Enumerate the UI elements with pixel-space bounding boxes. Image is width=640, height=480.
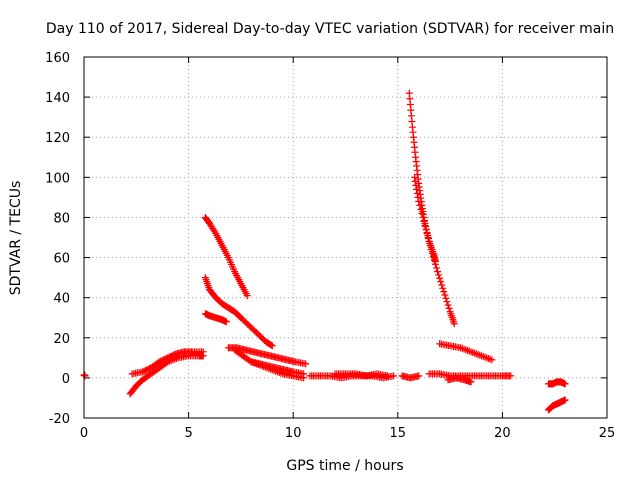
x-tick-label: 0 <box>80 426 88 441</box>
data-point <box>411 173 419 181</box>
x-tick-label: 15 <box>390 426 407 441</box>
data-point <box>418 209 426 217</box>
data-point <box>443 298 451 306</box>
data-point <box>416 201 424 209</box>
series-arc-11 <box>544 378 569 388</box>
series-arc-flat-4 <box>425 370 515 380</box>
series-arc-1-high <box>128 348 207 378</box>
data-point <box>81 372 89 380</box>
data-point <box>417 205 425 213</box>
data-point <box>439 284 447 292</box>
data-point <box>390 372 398 380</box>
data-point <box>427 246 435 254</box>
data-point <box>412 181 420 189</box>
y-tick-label: 20 <box>53 332 70 347</box>
data-point <box>444 301 452 309</box>
data-point <box>431 260 439 268</box>
data-point <box>442 294 450 302</box>
series-arc-8-peak <box>405 89 439 266</box>
data-point <box>415 372 423 380</box>
series-arc-flat-5 <box>444 374 475 386</box>
data-point <box>433 264 441 272</box>
data-point <box>429 253 437 261</box>
data-point <box>268 342 276 350</box>
data-point <box>420 217 428 225</box>
data-point <box>419 213 427 221</box>
data-point <box>440 288 448 296</box>
series-arc-10 <box>436 340 496 364</box>
axis-ticks: 0 5 10 15 20 25 -20 0 20 40 60 80 100 120 140 160 <box>45 51 615 441</box>
data-point <box>441 291 449 299</box>
data-point <box>430 257 438 265</box>
data-point <box>267 341 275 349</box>
data-point <box>222 318 230 326</box>
data-point <box>199 348 207 356</box>
data-point <box>421 221 429 229</box>
chart-title: Day 110 of 2017, Sidereal Day-to-day VTE… <box>46 21 614 37</box>
data-point <box>488 356 496 364</box>
data-point <box>411 177 419 185</box>
data-point <box>422 225 430 233</box>
data-point <box>467 378 475 386</box>
series-arc-3 <box>201 274 276 350</box>
x-tick-label: 25 <box>599 426 616 441</box>
series-arc-4 <box>201 310 230 326</box>
data-point <box>561 380 569 388</box>
y-tick-label: 100 <box>45 171 70 186</box>
data-point <box>414 193 422 201</box>
y-tick-label: 60 <box>53 252 70 267</box>
data-points <box>80 89 569 414</box>
data-point <box>437 278 445 286</box>
series-arc-12 <box>544 396 569 414</box>
data-point <box>445 304 453 312</box>
data-point <box>302 360 310 368</box>
data-point <box>450 320 458 328</box>
data-point <box>413 189 421 197</box>
y-tick-label: 140 <box>45 91 70 106</box>
data-point <box>428 249 436 257</box>
data-point <box>436 274 444 282</box>
series-arc-flat-3 <box>398 372 423 382</box>
y-tick-label: 160 <box>45 51 70 66</box>
series-arc-flat-2 <box>331 370 391 380</box>
x-tick-label: 20 <box>494 426 511 441</box>
data-point <box>211 228 219 236</box>
data-point <box>425 238 433 246</box>
plot-frame <box>83 56 608 419</box>
data-point <box>300 374 308 382</box>
x-tick-label: 10 <box>285 426 302 441</box>
series-arc-2-peak <box>201 213 251 300</box>
data-point <box>413 185 421 193</box>
data-point <box>438 281 446 289</box>
data-point <box>415 197 423 205</box>
y-tick-label: 0 <box>62 372 70 387</box>
series-arc-9 <box>411 173 458 328</box>
data-point <box>434 268 442 276</box>
data-point <box>423 229 431 237</box>
series-arc-7 <box>247 358 308 382</box>
y-tick-label: -20 <box>49 412 70 427</box>
x-tick-label: 5 <box>184 426 192 441</box>
data-point <box>435 271 443 279</box>
data-point <box>424 234 432 241</box>
y-tick-label: 80 <box>53 211 70 226</box>
x-axis-label: GPS time / hours <box>286 458 403 474</box>
y-tick-label: 40 <box>53 292 70 307</box>
data-point <box>243 292 251 300</box>
data-point <box>426 242 434 250</box>
y-axis-label: SDTVAR / TECUs <box>8 181 24 296</box>
y-tick-label: 120 <box>45 131 70 146</box>
data-point <box>383 372 391 380</box>
data-point <box>561 396 569 404</box>
data-point <box>507 372 515 380</box>
